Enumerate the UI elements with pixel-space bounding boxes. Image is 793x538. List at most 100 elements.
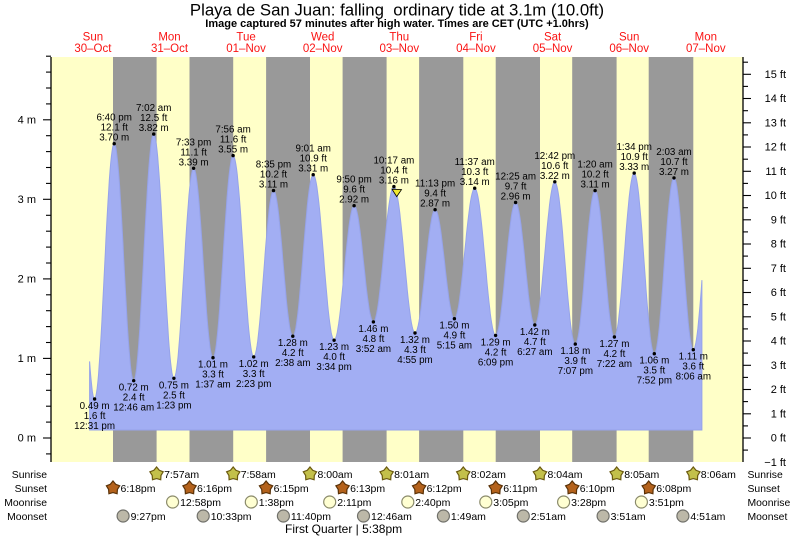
svg-text:1:23 pm: 1:23 pm: [156, 400, 191, 411]
svg-text:9.7 ft: 9.7 ft: [505, 182, 527, 193]
svg-text:04–Nov: 04–Nov: [456, 43, 496, 55]
svg-text:Wed: Wed: [311, 31, 334, 43]
svg-text:Sunrise: Sunrise: [748, 470, 783, 481]
svg-text:11 ft: 11 ft: [765, 166, 786, 178]
svg-text:1.27 m: 1.27 m: [599, 339, 629, 350]
svg-text:3.6 ft: 3.6 ft: [682, 362, 704, 373]
svg-text:3:34 pm: 3:34 pm: [316, 362, 351, 373]
svg-text:4.2 ft: 4.2 ft: [604, 349, 626, 360]
svg-text:15 ft: 15 ft: [765, 69, 786, 81]
svg-text:7 ft: 7 ft: [771, 263, 786, 275]
svg-text:7:33 pm: 7:33 pm: [176, 137, 211, 148]
svg-text:12 ft: 12 ft: [765, 142, 786, 154]
svg-text:1.01 m: 1.01 m: [198, 360, 228, 371]
svg-text:3.5 ft: 3.5 ft: [643, 366, 665, 377]
svg-text:3.39 m: 3.39 m: [179, 157, 209, 168]
svg-text:4.0 ft: 4.0 ft: [323, 352, 345, 363]
svg-text:8:05am: 8:05am: [624, 469, 659, 481]
svg-text:5:15 am: 5:15 am: [437, 341, 472, 352]
svg-text:10.6 ft: 10.6 ft: [541, 161, 569, 172]
svg-text:6:09 pm: 6:09 pm: [478, 357, 513, 368]
svg-text:3:28pm: 3:28pm: [571, 497, 606, 509]
svg-text:10 ft: 10 ft: [765, 190, 786, 202]
svg-text:Sat: Sat: [544, 31, 562, 43]
svg-text:7:07 pm: 7:07 pm: [558, 366, 593, 377]
svg-text:3.3 ft: 3.3 ft: [243, 369, 265, 380]
svg-text:1.02 m: 1.02 m: [239, 359, 269, 370]
svg-text:1:49am: 1:49am: [451, 511, 486, 523]
svg-text:9:01 am: 9:01 am: [295, 144, 330, 155]
svg-text:31–Oct: 31–Oct: [151, 43, 189, 55]
svg-text:12:46am: 12:46am: [371, 511, 412, 523]
svg-text:8:06 am: 8:06 am: [676, 372, 711, 383]
svg-text:12.5 ft: 12.5 ft: [140, 113, 168, 124]
svg-text:6:15pm: 6:15pm: [274, 483, 309, 495]
svg-text:3.33 m: 3.33 m: [619, 162, 649, 173]
svg-text:1.42 m: 1.42 m: [520, 327, 550, 338]
svg-text:6:13pm: 6:13pm: [350, 483, 385, 495]
svg-text:3 m: 3 m: [18, 194, 36, 206]
svg-text:Playa de San Juan: falling or: Playa de San Juan: falling ordinary tide…: [190, 1, 604, 20]
svg-text:3.9 ft: 3.9 ft: [564, 356, 586, 367]
svg-text:02–Nov: 02–Nov: [303, 43, 343, 55]
svg-text:Moonset: Moonset: [748, 512, 788, 523]
svg-text:3.27 m: 3.27 m: [659, 167, 689, 178]
svg-text:10.9 ft: 10.9 ft: [621, 152, 649, 163]
svg-text:1:38pm: 1:38pm: [259, 497, 294, 509]
svg-text:1.46 m: 1.46 m: [358, 324, 388, 335]
svg-text:12:42 pm: 12:42 pm: [534, 151, 575, 162]
svg-text:4:51am: 4:51am: [690, 511, 725, 523]
svg-text:2.5 ft: 2.5 ft: [163, 390, 185, 401]
svg-text:4 m: 4 m: [18, 115, 36, 127]
svg-text:1 m: 1 m: [18, 353, 36, 365]
svg-text:3.16 m: 3.16 m: [379, 176, 409, 187]
svg-text:8:02am: 8:02am: [471, 469, 506, 481]
svg-text:Mon: Mon: [158, 31, 180, 43]
svg-text:3.11 m: 3.11 m: [259, 180, 288, 191]
svg-text:9:50 pm: 9:50 pm: [336, 175, 371, 186]
svg-text:9 ft: 9 ft: [771, 215, 786, 227]
svg-text:11.6 ft: 11.6 ft: [220, 135, 247, 146]
svg-text:2 ft: 2 ft: [771, 384, 786, 396]
svg-text:03–Nov: 03–Nov: [379, 43, 419, 55]
svg-text:12:46 am: 12:46 am: [113, 403, 154, 414]
svg-text:1.32 m: 1.32 m: [400, 335, 430, 346]
svg-text:2:40pm: 2:40pm: [415, 497, 450, 509]
svg-text:10.3 ft: 10.3 ft: [461, 167, 489, 178]
svg-text:10.2 ft: 10.2 ft: [581, 170, 609, 181]
svg-text:1 ft: 1 ft: [771, 409, 786, 421]
svg-text:Sunrise: Sunrise: [12, 470, 47, 481]
svg-text:0.75 m: 0.75 m: [159, 380, 189, 391]
svg-text:12.1 ft: 12.1 ft: [101, 123, 129, 134]
svg-text:1:20 am: 1:20 am: [577, 160, 612, 171]
svg-text:4 ft: 4 ft: [771, 336, 786, 348]
svg-text:Fri: Fri: [469, 31, 482, 43]
svg-text:10:17 am: 10:17 am: [373, 156, 414, 167]
svg-text:3.55 m: 3.55 m: [218, 145, 248, 156]
svg-text:7:58am: 7:58am: [241, 469, 276, 481]
svg-text:3.11 m: 3.11 m: [580, 180, 609, 191]
svg-text:First Quarter | 5:38pm: First Quarter | 5:38pm: [285, 522, 402, 536]
svg-text:11:37 am: 11:37 am: [455, 157, 495, 168]
svg-text:1.29 m: 1.29 m: [481, 337, 511, 348]
svg-text:3.3 ft: 3.3 ft: [202, 370, 224, 381]
svg-text:2.96 m: 2.96 m: [501, 192, 531, 203]
svg-text:11.1 ft: 11.1 ft: [180, 147, 207, 158]
svg-text:6:12pm: 6:12pm: [427, 483, 462, 495]
svg-text:3:51am: 3:51am: [611, 511, 646, 523]
svg-text:3.31 m: 3.31 m: [298, 164, 328, 175]
svg-text:6:10pm: 6:10pm: [580, 483, 615, 495]
svg-text:11:40pm: 11:40pm: [291, 511, 331, 523]
svg-text:3:05pm: 3:05pm: [493, 497, 528, 509]
svg-text:12:31 pm: 12:31 pm: [74, 421, 115, 432]
svg-text:Thu: Thu: [389, 31, 409, 43]
svg-text:Image captured 57 minutes afte: Image captured 57 minutes after high wat…: [205, 18, 589, 30]
svg-text:1.23 m: 1.23 m: [319, 342, 349, 353]
svg-text:1:37 am: 1:37 am: [195, 380, 230, 391]
svg-text:2:51am: 2:51am: [531, 511, 566, 523]
svg-text:3.14 m: 3.14 m: [460, 177, 490, 188]
svg-text:Sunset: Sunset: [15, 484, 47, 495]
svg-text:8:01am: 8:01am: [394, 469, 429, 481]
svg-text:7:02 am: 7:02 am: [136, 103, 171, 114]
svg-text:4.9 ft: 4.9 ft: [444, 331, 466, 342]
